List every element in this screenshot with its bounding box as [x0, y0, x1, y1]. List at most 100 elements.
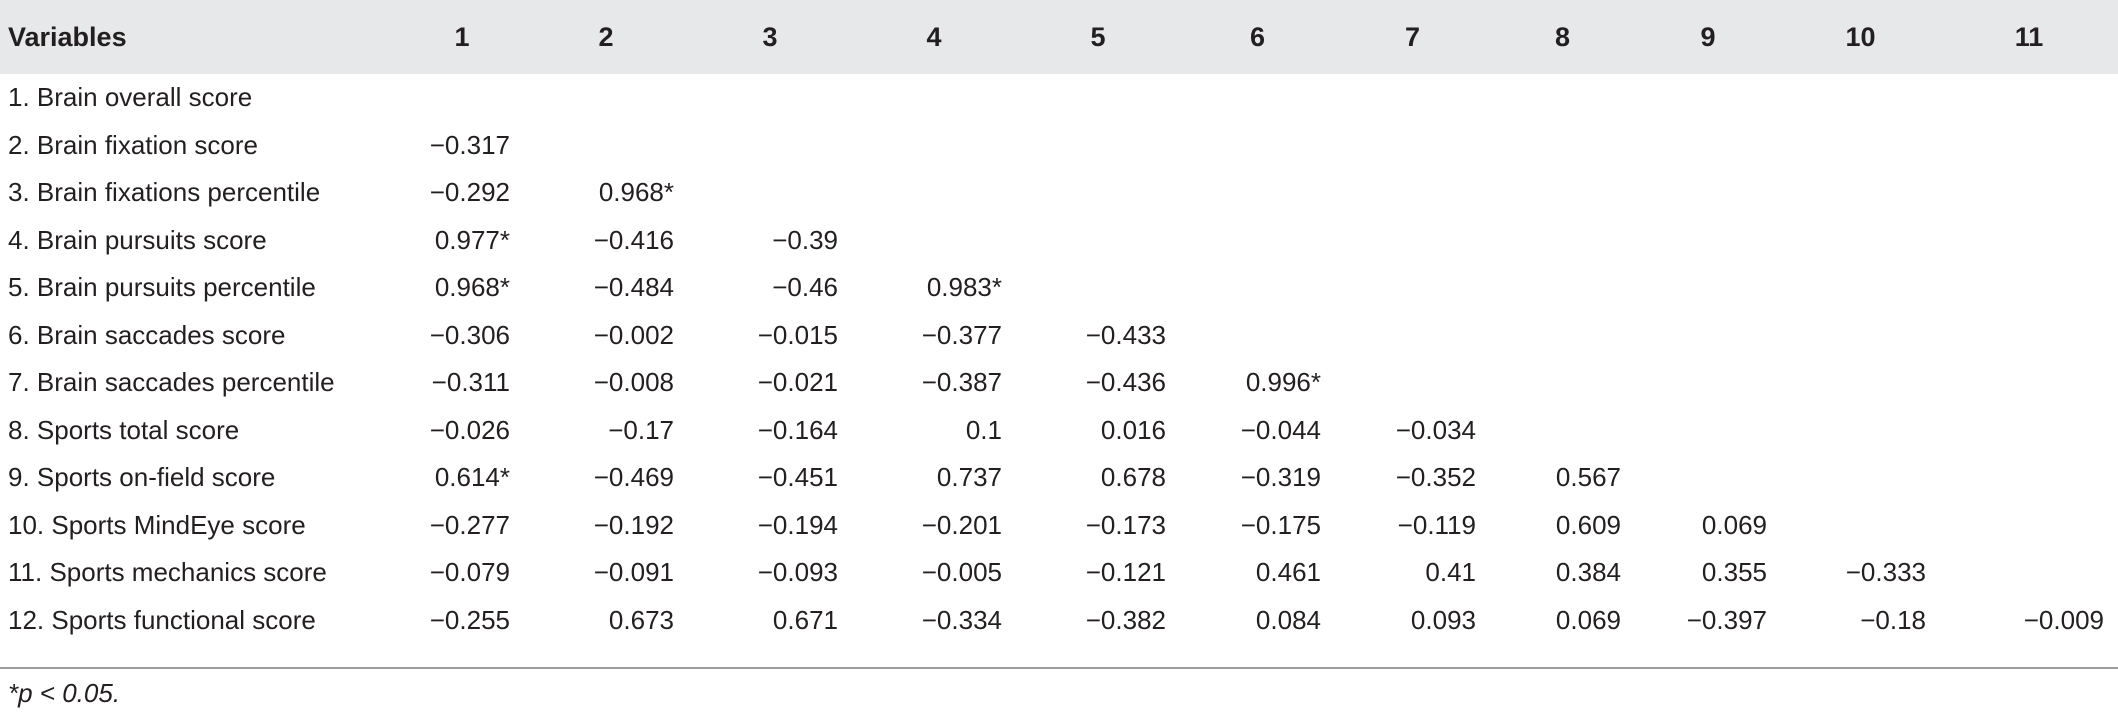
column-header-7: 7 — [1404, 21, 1421, 52]
table-cell — [1490, 359, 1635, 407]
table-cell: −0.093 — [757, 557, 838, 588]
table-cell — [1940, 169, 2118, 217]
table-row: 12. Sports functional score −0.255 0.673 0.… — [0, 597, 2118, 645]
table-cell: −0.319 — [1240, 462, 1321, 493]
table-cell — [1781, 122, 1940, 170]
table-cell — [1180, 264, 1335, 312]
table-cell — [1940, 502, 2118, 550]
table-cell: 0.461 — [1255, 557, 1321, 588]
table-cell: 0.614* — [434, 462, 510, 493]
table-cell: −0.39 — [772, 224, 838, 255]
table-cell — [1490, 407, 1635, 455]
row-label: 7. Brain saccades percentile — [8, 367, 335, 398]
table-cell — [1490, 122, 1635, 170]
table-cell: 0.983* — [926, 272, 1002, 303]
table-cell: 0.737 — [936, 462, 1002, 493]
column-header-2: 2 — [598, 21, 614, 52]
table-cell — [1781, 169, 1940, 217]
row-label: 9. Sports on-field score — [8, 462, 276, 493]
table-cell — [1335, 359, 1490, 407]
table-cell: 0.567 — [1555, 462, 1621, 493]
table-cell: 0.968* — [598, 177, 674, 208]
table-cell — [1781, 502, 1940, 550]
table-cell — [1335, 217, 1490, 265]
table-cell: −0.306 — [429, 319, 510, 350]
column-header-4: 4 — [926, 21, 942, 52]
table-row: 1. Brain overall score — [0, 74, 2118, 122]
column-header-8: 8 — [1554, 21, 1571, 52]
table-cell — [1490, 169, 1635, 217]
table-cell: 0.355 — [1701, 557, 1767, 588]
table-cell — [852, 74, 1016, 122]
table-cell: 0.671 — [772, 604, 838, 635]
table-header-row: Variables 1 2 3 4 5 6 7 8 9 10 11 — [0, 0, 2118, 74]
table-cell: −0.201 — [921, 509, 1002, 540]
table-cell: −0.416 — [593, 224, 674, 255]
table-cell: −0.192 — [593, 509, 674, 540]
column-header-10: 10 — [1845, 21, 1876, 52]
table-cell — [1635, 264, 1781, 312]
table-cell — [1781, 74, 1940, 122]
table-cell — [1781, 407, 1940, 455]
table-cell — [1781, 312, 1940, 360]
table-cell — [688, 122, 852, 170]
table-row: 10. Sports MindEye score −0.277 −0.192 −0.1… — [0, 502, 2118, 550]
table-cell: −0.079 — [429, 557, 510, 588]
table-cell: −0.021 — [757, 367, 838, 398]
table-cell — [1180, 169, 1335, 217]
row-label: 11. Sports mechanics score — [8, 557, 327, 588]
table-cell — [524, 74, 688, 122]
table-cell: −0.005 — [921, 557, 1002, 588]
table-cell: 0.069 — [1701, 509, 1767, 540]
table-cell — [1781, 454, 1940, 502]
table-cell: −0.292 — [429, 177, 510, 208]
table-cell — [1635, 217, 1781, 265]
column-header-variables: Variables — [8, 21, 127, 52]
table-cell: 0.069 — [1555, 604, 1621, 635]
table-cell: −0.015 — [757, 319, 838, 350]
table-cell: 0.093 — [1410, 604, 1476, 635]
table-cell: −0.317 — [429, 129, 510, 160]
table-cell — [1490, 312, 1635, 360]
table-row: 7. Brain saccades percentile −0.311 −0.008… — [0, 359, 2118, 407]
table-cell — [1940, 454, 2118, 502]
row-label: 6. Brain saccades score — [8, 319, 286, 350]
table-cell — [688, 169, 852, 217]
row-label: 2. Brain fixation score — [8, 129, 259, 160]
table-cell — [1635, 122, 1781, 170]
table-cell — [524, 122, 688, 170]
table-cell: −0.352 — [1395, 462, 1476, 493]
table-row: 3. Brain fixations percentile −0.292 0.968… — [0, 169, 2118, 217]
table-cell: −0.382 — [1085, 604, 1166, 635]
table-top-rule — [0, 4, 2118, 6]
table-cell: −0.311 — [431, 367, 510, 398]
table-row: 2. Brain fixation score −0.317 — [0, 122, 2118, 170]
table-cell: −0.18 — [1860, 604, 1926, 635]
column-header-9: 9 — [1700, 21, 1716, 52]
table-cell: −0.175 — [1240, 509, 1321, 540]
table-cell — [1335, 122, 1490, 170]
table-cell — [1940, 359, 2118, 407]
table-cell: 0.016 — [1100, 414, 1166, 445]
table-cell: −0.397 — [1686, 604, 1767, 635]
table-cell — [400, 74, 524, 122]
column-header-5: 5 — [1090, 21, 1106, 52]
table-row: 9. Sports on-field score 0.614* −0.469 −0.4… — [0, 454, 2118, 502]
row-label: 5. Brain pursuits percentile — [8, 272, 316, 303]
table-cell — [1016, 264, 1180, 312]
table-cell — [1781, 359, 1940, 407]
table-cell — [1335, 169, 1490, 217]
table-row: 11. Sports mechanics score −0.079 −0.091 −0… — [0, 549, 2118, 597]
column-header-11: 11 — [2014, 21, 2044, 52]
table-cell — [1940, 549, 2118, 597]
table-cell — [1016, 74, 1180, 122]
table-cell — [1635, 169, 1781, 217]
table-cell: −0.009 — [2023, 604, 2104, 635]
table-cell — [1635, 74, 1781, 122]
table-body: 1. Brain overall score 2. Brain fixation … — [0, 74, 2118, 644]
table-cell: −0.433 — [1085, 319, 1166, 350]
table-cell: −0.008 — [593, 367, 674, 398]
table-cell — [1335, 264, 1490, 312]
table-cell: −0.333 — [1845, 557, 1926, 588]
